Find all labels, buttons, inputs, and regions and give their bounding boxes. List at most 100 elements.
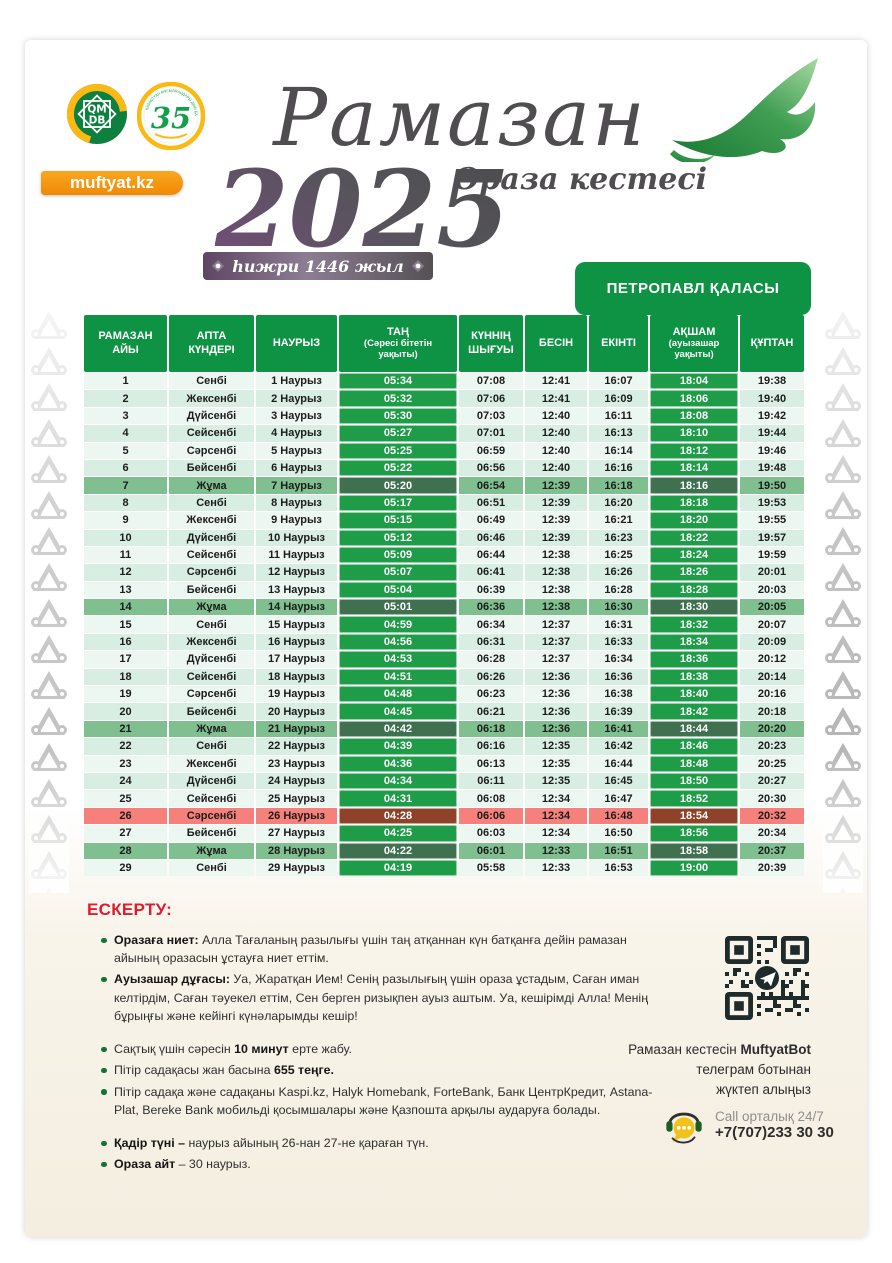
table-cell: 16:41 xyxy=(589,720,648,738)
table-cell: 16:16 xyxy=(589,459,648,477)
table-cell: 8 Наурыз xyxy=(256,494,337,512)
table-cell: 19 Наурыз xyxy=(256,686,337,703)
table-cell: 16:25 xyxy=(589,546,648,564)
table-cell: 16:39 xyxy=(589,703,648,720)
table-cell: 06:46 xyxy=(459,529,523,546)
table-cell: Дүйсенбі xyxy=(169,407,254,425)
table-cell: 28 xyxy=(84,842,167,859)
table-cell: 12:34 xyxy=(525,807,587,825)
table-row: 18 Сейсенбі 18 Наурыз 04:51 06:26 12:36 16:36 1… xyxy=(84,668,804,686)
fajr-time-cell: 04:39 xyxy=(339,738,457,755)
fajr-time-cell: 04:51 xyxy=(339,668,457,686)
table-cell: 19:38 xyxy=(740,373,804,390)
table-cell: 13 xyxy=(84,581,167,599)
column-header: АҚШАМ (ауызашар уақыты) xyxy=(650,315,738,372)
iftar-time-cell: 18:52 xyxy=(650,790,738,807)
table-cell: 20:23 xyxy=(740,738,804,755)
table-cell: 6 Наурыз xyxy=(256,459,337,477)
ramadan-schedule-table: РАМАЗАН АЙЫ АПТА КҮНДЕРІ НАУРЫЗ ТАҢ (Сәресі бі… xyxy=(84,315,804,877)
table-cell: 5 Наурыз xyxy=(256,442,337,459)
telegram-caption-line3: жүктеп алыңыз xyxy=(716,1082,811,1097)
telegram-plane-icon xyxy=(759,972,776,987)
telegram-bot-qr-code xyxy=(725,936,809,1020)
table-cell: 12:38 xyxy=(525,546,587,564)
poster-title-script: Рамазан xyxy=(273,71,647,164)
note-text-segment: – 30 наурыз. xyxy=(175,1157,251,1172)
table-cell: 24 Наурыз xyxy=(256,772,337,790)
fajr-time-cell: 05:27 xyxy=(339,425,457,442)
table-cell: 16:18 xyxy=(589,477,648,494)
table-cell: 4 Наурыз xyxy=(256,425,337,442)
call-center-block: Call орталық 24/7 +7(707)233 30 30 xyxy=(663,1104,834,1146)
table-cell: Сейсенбі xyxy=(169,546,254,564)
telegram-caption-line2: телеграм ботынан xyxy=(696,1062,811,1077)
table-cell: 16:28 xyxy=(589,581,648,599)
table-cell: 19:48 xyxy=(740,459,804,477)
table-cell: 12:34 xyxy=(525,825,587,842)
table-cell: Бейсенбі xyxy=(169,581,254,599)
iftar-time-cell: 18:26 xyxy=(650,564,738,581)
iftar-time-cell: 18:48 xyxy=(650,755,738,772)
table-cell: 9 Наурыз xyxy=(256,512,337,529)
fajr-time-cell: 04:34 xyxy=(339,772,457,790)
table-cell: 20:39 xyxy=(740,859,804,877)
note-text-segment: Пітір садақасы жан басына xyxy=(114,1063,274,1078)
table-cell: 5 xyxy=(84,442,167,459)
city-plate: ПЕТРОПАВЛ ҚАЛАСЫ xyxy=(575,262,811,315)
table-cell: 12:36 xyxy=(525,686,587,703)
column-header: РАМАЗАН АЙЫ xyxy=(84,315,167,372)
table-cell: 19:55 xyxy=(740,512,804,529)
iftar-time-cell: 18:06 xyxy=(650,390,738,407)
table-cell: 12:37 xyxy=(525,633,587,651)
note-text-segment: ерте жабу. xyxy=(288,1042,352,1057)
table-cell: 14 Наурыз xyxy=(256,599,337,616)
iftar-time-cell: 18:40 xyxy=(650,686,738,703)
column-header-line: ЕКІНТІ xyxy=(601,336,636,349)
note-text-segment: Ораза айт xyxy=(114,1157,176,1172)
table-cell: 20:12 xyxy=(740,651,804,668)
fajr-time-cell: 04:36 xyxy=(339,755,457,772)
table-cell: 16:31 xyxy=(589,616,648,633)
table-cell: 12:40 xyxy=(525,425,587,442)
column-header-line: ҚҰПТАН xyxy=(750,336,794,349)
table-cell: 12:34 xyxy=(525,790,587,807)
qmdb-logo-text-top: QM xyxy=(87,104,106,116)
note-text-segment: Алла Тағаланың разылығы үшін таң атқанна… xyxy=(114,933,627,966)
table-cell: 12:35 xyxy=(525,772,587,790)
green-wave-ornament-icon xyxy=(670,58,818,162)
table-cell: 7 Наурыз xyxy=(256,477,337,494)
table-cell: 15 xyxy=(84,616,167,633)
table-cell: 21 xyxy=(84,720,167,738)
table-cell: 18 xyxy=(84,668,167,686)
call-center-headset-icon xyxy=(666,1112,702,1144)
note-item: Ауызашар дұғасы: Уа, Жаратқан Ием! Сенің… xyxy=(99,970,655,1025)
fajr-time-cell: 04:45 xyxy=(339,703,457,720)
table-cell: 07:06 xyxy=(459,390,523,407)
table-cell: Сенбі xyxy=(169,616,254,633)
table-cell: Бейсенбі xyxy=(169,825,254,842)
table-row: 25 Сейсенбі 25 Наурыз 04:31 06:08 12:34 16:47 1… xyxy=(84,790,804,807)
table-cell: 16:45 xyxy=(589,772,648,790)
muftyat-site-badge: muftyat.kz xyxy=(41,171,183,195)
table-cell: Сейсенбі xyxy=(169,790,254,807)
table-cell: 16:30 xyxy=(589,599,648,616)
table-cell: 06:41 xyxy=(459,564,523,581)
note-item: Қадір түні – наурыз айының 26-нан 27-не … xyxy=(99,1134,655,1152)
table-cell: 06:49 xyxy=(459,512,523,529)
iftar-time-cell: 18:28 xyxy=(650,581,738,599)
table-cell: Жексенбі xyxy=(169,512,254,529)
table-cell: 22 xyxy=(84,738,167,755)
table-cell: 06:11 xyxy=(459,772,523,790)
fajr-time-cell: 04:25 xyxy=(339,825,457,842)
table-cell: 06:21 xyxy=(459,703,523,720)
table-header-row: РАМАЗАН АЙЫ АПТА КҮНДЕРІ НАУРЫЗ ТАҢ (Сәресі бі… xyxy=(84,315,804,372)
fajr-time-cell: 04:31 xyxy=(339,790,457,807)
table-cell: 06:08 xyxy=(459,790,523,807)
table-cell: 20:03 xyxy=(740,581,804,599)
muftyat-site-label: muftyat.kz xyxy=(69,173,155,192)
table-cell: 8 xyxy=(84,494,167,512)
table-row: 11 Сейсенбі 11 Наурыз 05:09 06:44 12:38 16:25 1… xyxy=(84,546,804,564)
table-cell: 12:36 xyxy=(525,703,587,720)
fajr-time-cell: 04:56 xyxy=(339,633,457,651)
table-body: 1 Сенбі 1 Наурыз 05:34 07:08 12:41 16:07 18:04 1… xyxy=(84,373,804,877)
